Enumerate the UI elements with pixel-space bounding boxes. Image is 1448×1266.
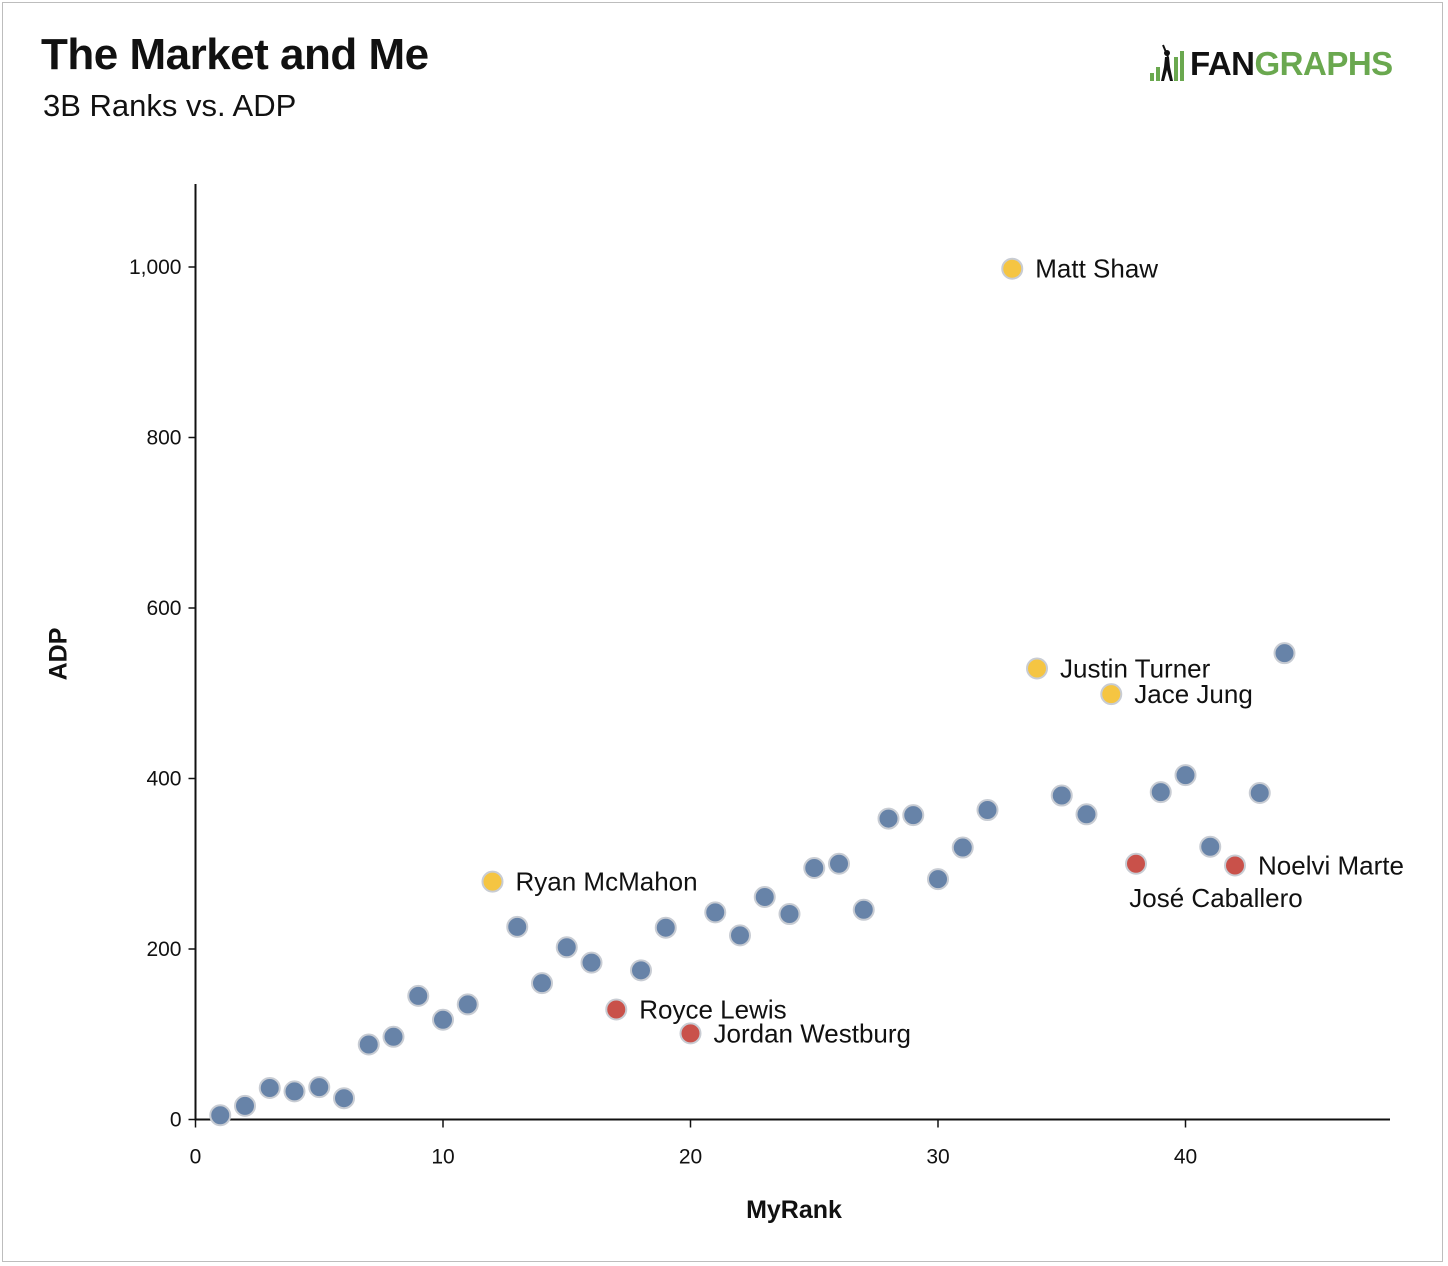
- y-tick-label: 400: [146, 768, 181, 791]
- data-point-highlight[interactable]: [1026, 657, 1048, 680]
- data-point-highlight[interactable]: [679, 1022, 702, 1045]
- data-point[interactable]: [1199, 835, 1222, 858]
- data-point[interactable]: [828, 852, 850, 875]
- data-point[interactable]: [1174, 764, 1197, 787]
- data-point[interactable]: [258, 1076, 281, 1099]
- y-tick-label: 0: [170, 1109, 182, 1132]
- point-label: Jace Jung: [1134, 679, 1253, 709]
- data-point-highlight[interactable]: [605, 998, 628, 1021]
- data-point-highlight[interactable]: [481, 870, 504, 893]
- x-tick-label: 10: [431, 1146, 454, 1169]
- logo-text-graphs: GRAPHS: [1254, 44, 1394, 82]
- data-point[interactable]: [1050, 784, 1073, 807]
- data-point[interactable]: [729, 924, 751, 947]
- data-point[interactable]: [555, 936, 578, 959]
- y-tick-label: 800: [146, 427, 181, 450]
- fangraphs-wordmark: FANGRAPHS: [1190, 47, 1393, 80]
- data-point[interactable]: [531, 972, 553, 995]
- data-point[interactable]: [902, 804, 925, 827]
- point-label: José Caballero: [1129, 883, 1302, 913]
- data-point[interactable]: [333, 1087, 355, 1110]
- chart-title: The Market and Me: [41, 30, 429, 79]
- point-label: Matt Shaw: [1035, 254, 1158, 284]
- data-point[interactable]: [580, 951, 603, 974]
- point-label: Noelvi Marte: [1258, 850, 1404, 880]
- data-point[interactable]: [1075, 803, 1098, 826]
- logo-text-fan: FAN: [1190, 44, 1255, 82]
- axes: 0 200 400 600 800 1,000 0 10 20 30 40: [129, 184, 1390, 1169]
- x-tick-label: 0: [190, 1146, 202, 1169]
- point-label: Justin Turner: [1060, 654, 1211, 684]
- chart-subtitle: 3B Ranks vs. ADP: [43, 88, 297, 123]
- data-point[interactable]: [1273, 642, 1296, 665]
- data-point[interactable]: [976, 799, 999, 822]
- data-point[interactable]: [382, 1025, 405, 1048]
- point-label: Ryan McMahon: [516, 867, 698, 897]
- point-label: Royce Lewis: [639, 995, 786, 1025]
- data-point[interactable]: [753, 885, 776, 908]
- x-tick-label: 30: [926, 1146, 949, 1169]
- data-point[interactable]: [654, 916, 677, 939]
- data-point[interactable]: [357, 1033, 380, 1056]
- y-tick-label: 600: [146, 597, 181, 620]
- data-point[interactable]: [704, 901, 727, 924]
- x-axis-title: MyRank: [746, 1196, 842, 1224]
- data-point[interactable]: [456, 993, 479, 1016]
- fangraphs-batter-icon: [1150, 44, 1184, 81]
- data-point[interactable]: [1149, 781, 1172, 804]
- x-tick-label: 40: [1174, 1146, 1197, 1169]
- data-point-highlight[interactable]: [1224, 854, 1246, 877]
- data-point[interactable]: [283, 1080, 306, 1103]
- data-point[interactable]: [506, 915, 529, 938]
- data-point-highlight[interactable]: [1001, 257, 1024, 280]
- data-point-highlight[interactable]: [1125, 852, 1147, 875]
- data-point[interactable]: [877, 807, 900, 830]
- data-point[interactable]: [778, 903, 801, 926]
- data-point[interactable]: [209, 1104, 232, 1127]
- data-point[interactable]: [407, 984, 430, 1007]
- data-point[interactable]: [1248, 781, 1271, 804]
- fangraphs-logo[interactable]: FANGRAPHS: [1148, 42, 1393, 84]
- data-point[interactable]: [630, 959, 652, 982]
- data-point[interactable]: [234, 1094, 256, 1117]
- point-label: Jordan Westburg: [714, 1018, 912, 1048]
- data-point[interactable]: [432, 1008, 454, 1031]
- data-point[interactable]: [803, 857, 826, 880]
- data-point[interactable]: [308, 1076, 331, 1099]
- y-tick-label: 200: [146, 938, 181, 961]
- data-point[interactable]: [951, 836, 974, 859]
- data-point[interactable]: [927, 868, 949, 891]
- x-tick-label: 20: [679, 1146, 702, 1169]
- data-point[interactable]: [852, 898, 875, 921]
- data-point-highlight[interactable]: [1100, 683, 1123, 706]
- y-axis-title: ADP: [45, 628, 73, 681]
- y-tick-label: 1,000: [129, 256, 182, 279]
- data-points: [209, 257, 1296, 1127]
